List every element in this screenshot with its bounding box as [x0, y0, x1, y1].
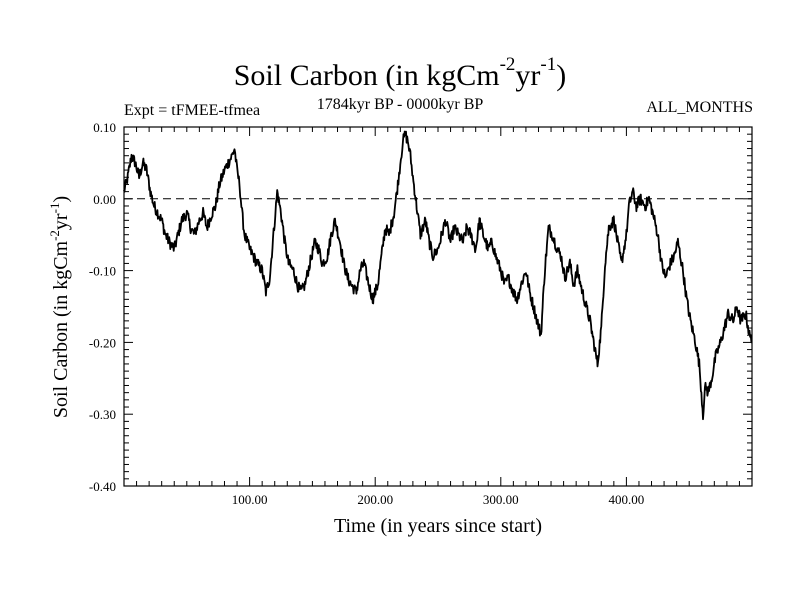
x-tick-label: 100.00	[232, 492, 268, 507]
chart-title: Soil Carbon (in kgCm-2yr-1)	[233, 54, 567, 92]
x-tick-label: 400.00	[609, 492, 645, 507]
axis-ticks	[124, 126, 752, 487]
x-tick-label: 200.00	[357, 492, 393, 507]
y-axis-title: Soil Carbon (in kgCm-2yr-1)	[47, 196, 72, 418]
months-label: ALL_MONTHS	[646, 99, 753, 116]
y-tick-label: 0.00	[93, 192, 116, 207]
period-label: 1784kyr BP - 0000kyr BP	[316, 96, 484, 113]
tick-labels: 100.00 200.00 300.00 400.00 0.10 0.00 -0.10 -0.…	[89, 120, 644, 507]
y-tick-label: -0.40	[89, 479, 116, 494]
experiment-label: Expt = tFMEE-tfmea	[124, 102, 261, 119]
y-tick-label: 0.10	[93, 120, 116, 135]
x-tick-label: 300.00	[483, 492, 519, 507]
series-line-soil-carbon	[123, 130, 753, 421]
y-tick-label: -0.20	[89, 335, 116, 350]
y-tick-label: -0.30	[89, 407, 116, 422]
y-tick-label: -0.10	[89, 264, 116, 279]
plot-frame	[123, 126, 753, 487]
x-axis-title: Time (in years since start)	[334, 515, 542, 537]
